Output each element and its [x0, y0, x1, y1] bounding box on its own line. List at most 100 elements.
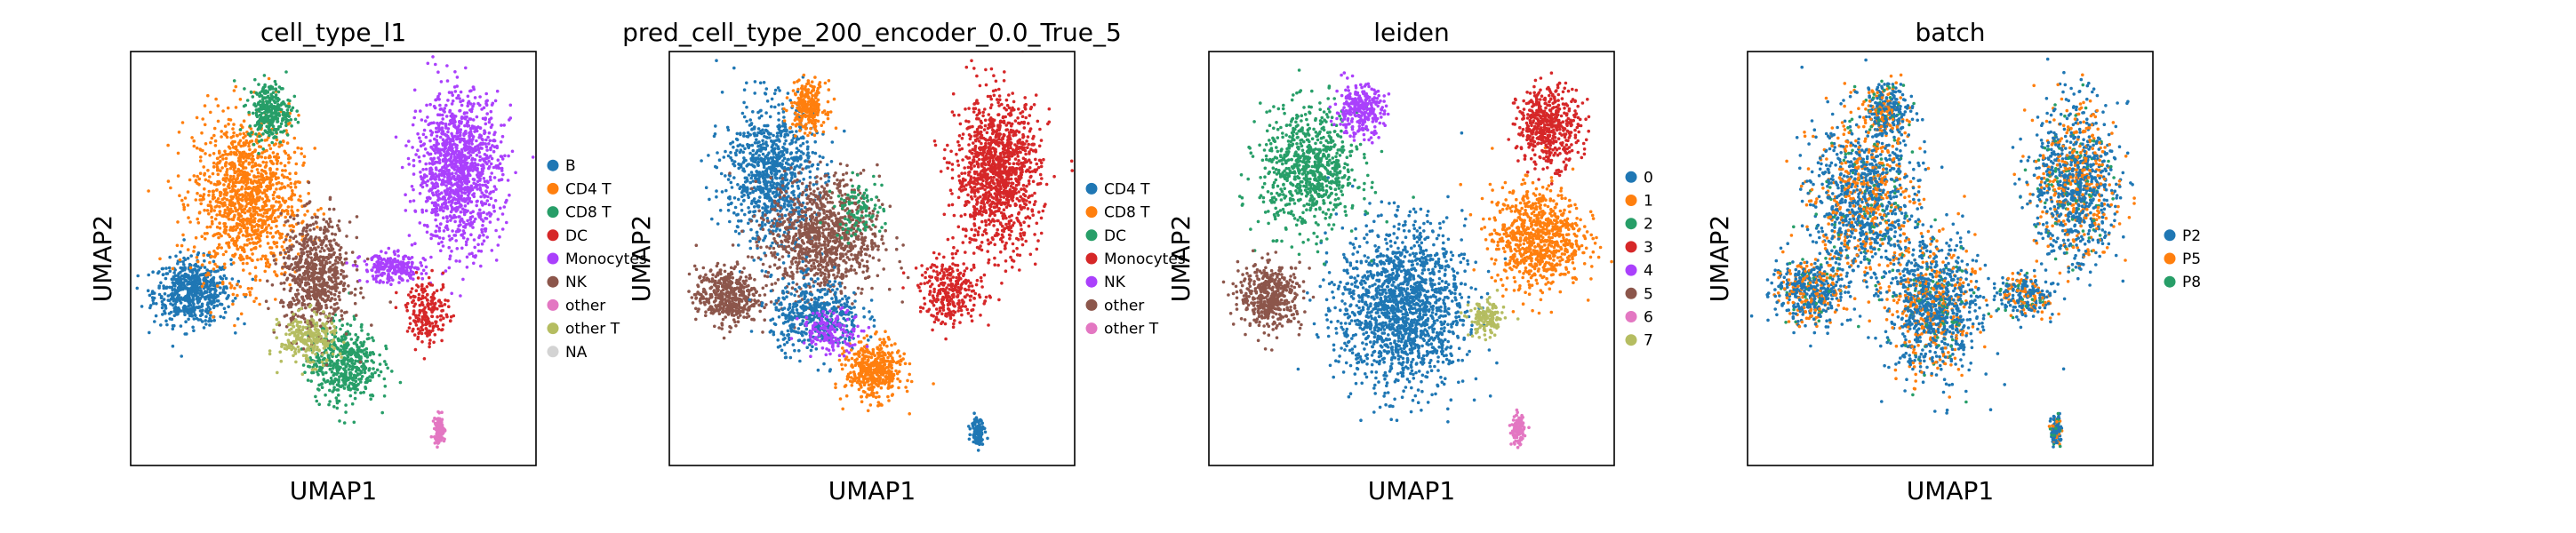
data-point — [270, 123, 274, 127]
data-point — [332, 238, 336, 243]
data-point — [436, 129, 441, 133]
data-point — [252, 219, 256, 222]
data-point — [238, 285, 243, 289]
data-point — [315, 364, 319, 369]
data-point — [432, 144, 436, 147]
data-point — [232, 79, 236, 83]
data-point — [436, 147, 440, 151]
data-point — [308, 291, 311, 295]
data-point — [183, 332, 187, 336]
data-point — [333, 262, 337, 266]
data-point — [435, 126, 438, 131]
data-point — [183, 313, 187, 317]
data-point — [219, 155, 222, 159]
data-point — [211, 197, 215, 201]
data-point — [291, 106, 295, 110]
data-point — [284, 169, 287, 172]
data-point — [499, 178, 503, 182]
data-point — [436, 198, 440, 203]
data-point — [484, 194, 487, 198]
data-point — [223, 231, 228, 235]
data-point — [457, 151, 461, 155]
data-point — [306, 319, 309, 322]
data-point — [320, 274, 324, 277]
cluster-1-1 — [135, 238, 255, 358]
data-point — [444, 226, 448, 229]
data-point — [443, 110, 446, 114]
data-point — [492, 185, 497, 188]
data-point — [192, 287, 196, 290]
data-point — [192, 317, 196, 321]
data-point — [275, 322, 279, 327]
data-point — [437, 235, 442, 240]
data-point — [441, 170, 444, 173]
data-point — [250, 286, 253, 290]
data-point — [220, 130, 223, 133]
data-point — [475, 203, 478, 208]
data-point — [334, 396, 339, 400]
data-point — [263, 219, 268, 224]
data-point — [279, 122, 284, 126]
data-point — [497, 166, 501, 171]
data-point — [292, 236, 296, 241]
data-point — [304, 354, 308, 357]
data-point — [304, 349, 308, 354]
data-point — [313, 147, 317, 150]
data-point — [155, 302, 158, 306]
data-point — [441, 195, 445, 199]
data-point — [333, 233, 338, 236]
data-point — [440, 191, 444, 195]
data-point — [236, 172, 240, 177]
data-point — [279, 282, 284, 285]
data-point — [335, 364, 340, 369]
data-point — [298, 242, 301, 246]
data-point — [174, 254, 178, 259]
data-point — [425, 183, 429, 187]
data-point — [270, 219, 275, 224]
data-point — [212, 126, 217, 131]
data-point — [288, 244, 292, 249]
data-point — [181, 203, 186, 206]
data-point — [341, 274, 346, 278]
data-point — [215, 213, 219, 217]
data-point — [345, 261, 348, 265]
data-point — [324, 293, 328, 298]
data-point — [311, 346, 316, 351]
data-point — [215, 304, 220, 307]
data-point — [500, 123, 503, 127]
data-point — [173, 302, 177, 306]
data-point — [346, 341, 349, 345]
data-point — [180, 354, 183, 358]
data-point — [287, 156, 291, 161]
data-point — [335, 359, 340, 363]
data-point — [254, 211, 259, 214]
data-point — [176, 174, 180, 178]
data-point — [267, 223, 271, 227]
data-point — [200, 284, 204, 289]
data-point — [196, 251, 201, 255]
data-point — [331, 352, 335, 356]
data-point — [325, 281, 330, 285]
data-point — [169, 297, 173, 301]
data-point — [419, 139, 422, 143]
data-point — [300, 328, 305, 332]
data-point — [270, 94, 274, 98]
data-point — [420, 177, 424, 181]
data-point — [282, 248, 286, 252]
data-point — [251, 252, 254, 256]
data-point — [442, 209, 445, 213]
data-point — [205, 232, 209, 235]
data-point — [292, 354, 295, 358]
data-point — [259, 103, 262, 107]
data-point — [500, 227, 505, 231]
data-point — [468, 108, 472, 112]
data-point — [232, 89, 236, 92]
data-point — [180, 198, 184, 203]
data-point — [215, 225, 220, 229]
data-point — [196, 287, 200, 290]
data-point — [263, 115, 267, 119]
data-point — [227, 218, 231, 221]
data-point — [484, 190, 489, 194]
data-point — [268, 184, 272, 188]
data-point — [386, 281, 389, 284]
